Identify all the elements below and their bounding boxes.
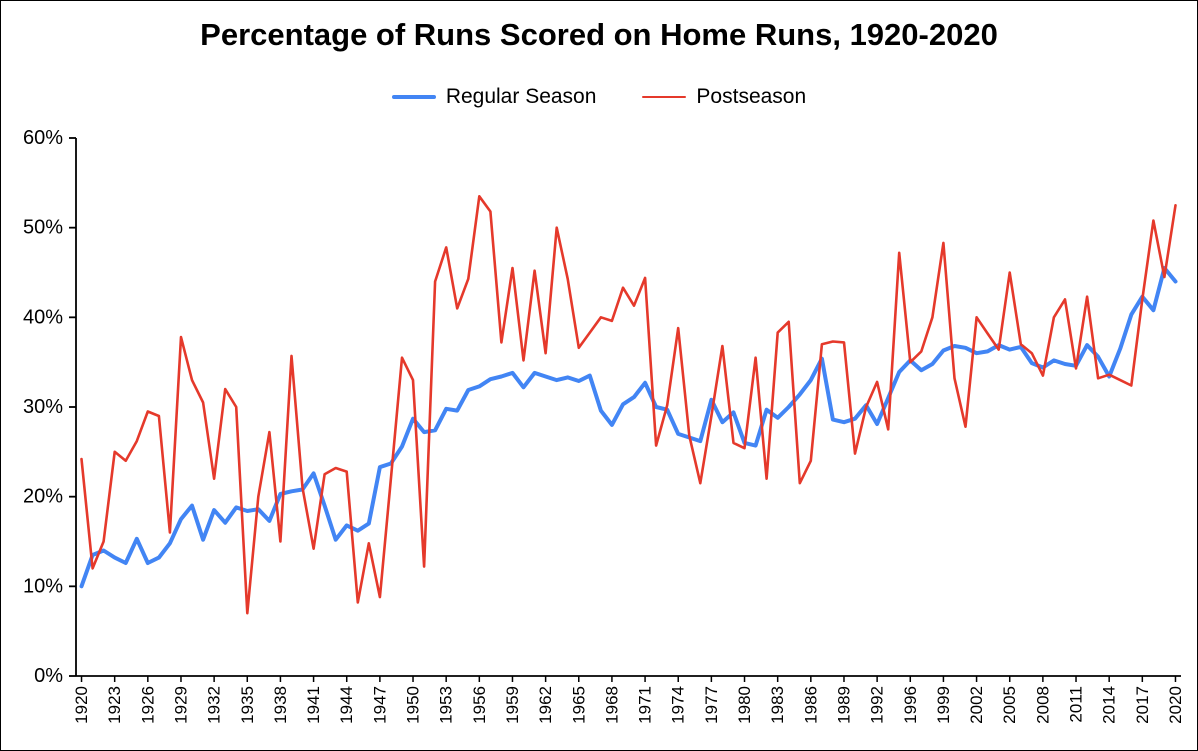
x-tick-label: 1992 [868,686,887,724]
regular-season-line-swatch [391,95,436,99]
y-tick-label: 60% [23,127,63,149]
x-tick-label: 1938 [271,686,290,724]
legend: Regular Season Postseason [1,85,1197,109]
legend-item-regular-season: Regular Season [391,85,597,109]
x-tick-label: 1974 [669,686,688,724]
legend-label-regular-season: Regular Season [445,85,597,108]
x-tick-label: 1923 [105,686,124,724]
x-tick-label: 1920 [72,686,91,724]
x-tick-label: 1996 [901,686,920,724]
y-tick-label: 20% [23,486,63,508]
x-tick-label: 2011 [1067,686,1086,723]
x-tick-label: 1941 [304,686,323,724]
x-tick-label: 1944 [337,686,356,724]
x-tick-label: 1962 [536,686,555,724]
y-tick-label: 30% [23,396,63,418]
x-tick-label: 1935 [238,686,257,724]
legend-item-postseason: Postseason [642,85,806,109]
x-tick-label: 1980 [735,686,754,724]
x-tick-label: 2017 [1133,686,1152,724]
x-tick-label: 2020 [1166,686,1185,724]
x-tick-label: 1929 [171,686,190,724]
x-tick-label: 1947 [370,686,389,724]
x-tick-label: 1977 [702,686,721,724]
x-tick-label: 2002 [967,686,986,724]
postseason-line-swatch [642,95,687,99]
x-tick-label: 2014 [1100,686,1119,724]
x-tick-label: 1971 [636,686,655,724]
postseason-line [80,195,1177,615]
x-tick-label: 1983 [768,686,787,724]
x-tick-label: 1989 [834,686,853,724]
chart-title: Percentage of Runs Scored on Home Runs, … [200,17,998,52]
y-tick-label: 40% [23,306,63,328]
y-tick-label: 50% [23,217,63,239]
x-tick-label: 1932 [205,686,224,724]
legend-label-postseason: Postseason [696,85,807,108]
x-tick-label: 1950 [404,686,423,724]
x-tick-label: 1986 [801,686,820,724]
y-tick-label: 10% [23,575,63,597]
x-tick-label: 1965 [569,686,588,724]
x-tick-label: 1968 [602,686,621,724]
x-tick-label: 1959 [503,686,522,724]
y-tick-label: 0% [34,665,63,687]
regular-season-line [79,266,1178,589]
x-tick-label: 1926 [138,686,157,724]
x-tick-label: 1999 [934,686,953,724]
x-tick-label: 1956 [470,686,489,724]
x-tick-label: 2005 [1000,686,1019,724]
x-tick-label: 2008 [1033,686,1052,724]
x-tick-label: 1953 [437,686,456,724]
